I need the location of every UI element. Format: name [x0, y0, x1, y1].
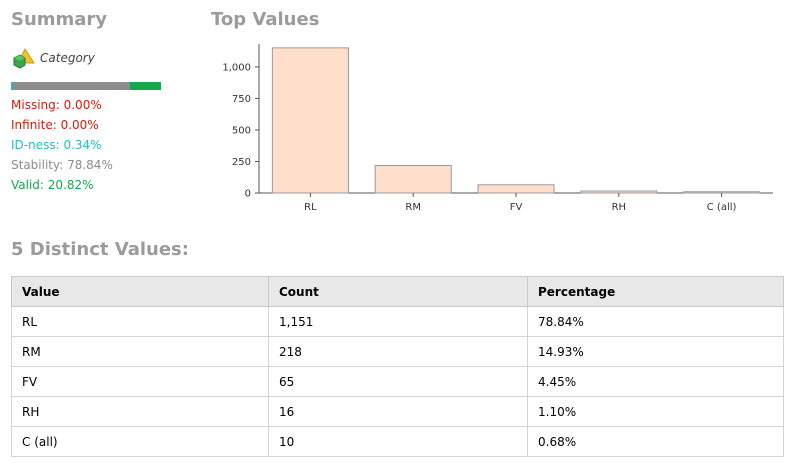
cell-count: 10: [268, 426, 528, 457]
idness-stat: ID-ness: 0.34%: [11, 138, 102, 152]
column-header-percentage[interactable]: Percentage: [527, 276, 784, 307]
x-tick-label: RL: [304, 202, 317, 213]
missing-stat: Missing: 0.00%: [11, 98, 102, 112]
infinite-stat: Infinite: 0.00%: [11, 118, 99, 132]
category-icon: [12, 47, 38, 69]
bar-rl: [271, 47, 349, 194]
y-tick-label: 1,000: [222, 62, 251, 73]
summary-title: Summary: [11, 9, 108, 30]
missing-segment: [11, 82, 13, 90]
cell-percentage: 14.93%: [527, 336, 784, 367]
table-row: RH 16 1.10%: [11, 396, 784, 427]
y-tick-label: 0: [245, 189, 251, 200]
x-tick-label: RM: [405, 202, 421, 213]
valid-segment: [130, 82, 161, 90]
x-tick-label: FV: [510, 202, 523, 213]
stability-segment: [13, 82, 131, 90]
cell-count: 1,151: [268, 306, 528, 337]
cell-percentage: 4.45%: [527, 366, 784, 397]
cell-value: RM: [11, 336, 269, 367]
cell-value: RH: [11, 396, 269, 427]
column-header-count[interactable]: Count: [268, 276, 528, 307]
category-type: Category: [12, 47, 95, 69]
stability-stat: Stability: 78.84%: [11, 158, 113, 172]
cell-value: RL: [11, 306, 269, 337]
y-tick-label: 750: [232, 94, 251, 105]
bar-c-all-: [683, 191, 761, 194]
cell-percentage: 78.84%: [527, 306, 784, 337]
table-row: RM 218 14.93%: [11, 336, 784, 367]
table-row: FV 65 4.45%: [11, 366, 784, 397]
x-tick-label: RH: [612, 202, 626, 213]
top-values-title: Top Values: [211, 9, 320, 30]
distinct-values-table: Value Count Percentage RL 1,151 78.84% R…: [11, 276, 784, 457]
bar-rh: [580, 190, 658, 194]
table-row: RL 1,151 78.84%: [11, 306, 784, 337]
bar-fv: [477, 184, 555, 194]
y-tick-label: 250: [232, 157, 251, 168]
category-label: Category: [40, 51, 95, 65]
cell-count: 218: [268, 336, 528, 367]
cell-value: FV: [11, 366, 269, 397]
bar-rm: [374, 165, 452, 194]
x-tick-label: C (all): [707, 202, 737, 213]
summary-stats: Missing: 0.00% Infinite: 0.00% ID-ness: …: [11, 95, 113, 195]
cell-percentage: 1.10%: [527, 396, 784, 427]
cell-count: 65: [268, 366, 528, 397]
y-tick-label: 500: [232, 125, 251, 136]
table-header-row: Value Count Percentage: [11, 276, 784, 307]
distinct-values-title: 5 Distinct Values:: [11, 239, 189, 260]
cell-value: C (all): [11, 426, 269, 457]
cell-count: 16: [268, 396, 528, 427]
column-header-value[interactable]: Value: [11, 276, 269, 307]
top-values-chart: 0 250 500 750 1,000 RL RM FV RH C (all): [222, 44, 773, 213]
valid-stat: Valid: 20.82%: [11, 178, 94, 192]
value-distribution-bar: [11, 82, 161, 90]
cell-percentage: 0.68%: [527, 426, 784, 457]
table-row: C (all) 10 0.68%: [11, 426, 784, 457]
